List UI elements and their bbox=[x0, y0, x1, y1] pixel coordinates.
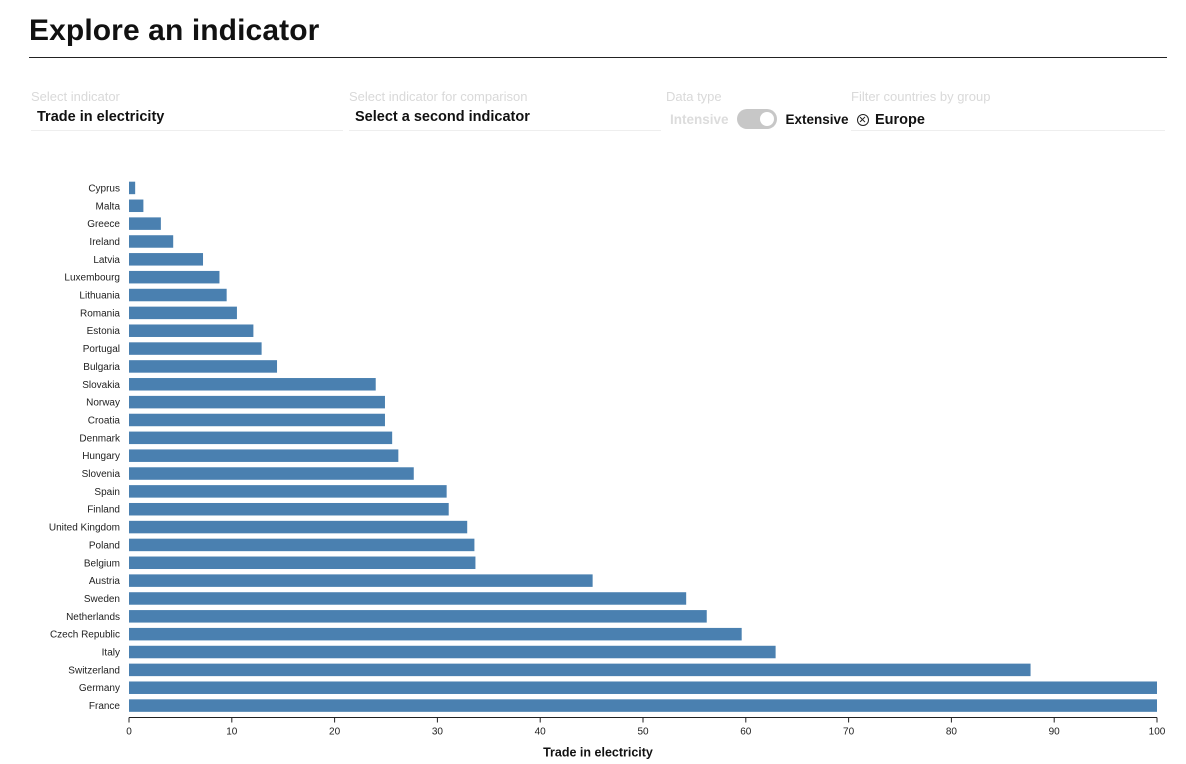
bar-21[interactable] bbox=[129, 556, 476, 570]
bar-22[interactable] bbox=[129, 574, 593, 587]
y-tick-label-18: Finland bbox=[87, 505, 120, 516]
bar-11[interactable] bbox=[129, 378, 376, 391]
y-tick-label-12: Norway bbox=[86, 398, 120, 409]
switch-knob bbox=[759, 112, 774, 126]
indicator-select-label: Select indicator bbox=[31, 89, 120, 104]
y-tick-label-24: Netherlands bbox=[66, 612, 120, 623]
y-tick-label-17: Spain bbox=[94, 487, 120, 498]
y-tick-label-27: Switzerland bbox=[68, 665, 120, 676]
x-tick-label-10: 100 bbox=[1149, 727, 1166, 738]
y-tick-label-10: Bulgaria bbox=[83, 362, 120, 373]
bar-20[interactable] bbox=[129, 538, 475, 552]
y-tick-label-23: Sweden bbox=[84, 594, 120, 605]
filter-group-value: Europe bbox=[875, 111, 925, 128]
y-tick-label-11: Slovakia bbox=[82, 380, 120, 391]
y-tick-label-14: Denmark bbox=[79, 433, 121, 444]
data-type-switch[interactable] bbox=[736, 109, 777, 129]
y-tick-label-0: Cyprus bbox=[88, 183, 120, 194]
bar-1[interactable] bbox=[129, 199, 144, 213]
x-tick-label-3: 30 bbox=[432, 727, 444, 738]
comparison-select[interactable]: Select a second indicator bbox=[349, 105, 661, 131]
y-tick-label-8: Estonia bbox=[87, 326, 121, 337]
filter-group-select[interactable]: Europe bbox=[851, 105, 1165, 131]
x-tick-label-6: 60 bbox=[740, 727, 752, 738]
bar-4[interactable] bbox=[129, 253, 204, 266]
bar-16[interactable] bbox=[129, 467, 414, 480]
bar-26[interactable] bbox=[129, 645, 776, 659]
y-tick-label-15: Hungary bbox=[82, 451, 120, 462]
y-tick-label-26: Italy bbox=[102, 648, 120, 659]
page-title: Explore an indicator bbox=[29, 14, 320, 47]
x-tick-label-9: 90 bbox=[1049, 727, 1061, 738]
bar-24[interactable] bbox=[129, 610, 707, 623]
y-tick-label-25: Czech Republic bbox=[50, 630, 120, 641]
bar-10[interactable] bbox=[129, 360, 278, 373]
bar-18[interactable] bbox=[129, 502, 449, 516]
y-tick-label-19: United Kingdom bbox=[49, 523, 120, 534]
bar-0[interactable] bbox=[129, 181, 136, 195]
x-tick-label-7: 70 bbox=[843, 727, 855, 738]
filter-group-label-text: Filter countries by group bbox=[851, 89, 991, 104]
y-tick-label-21: Belgium bbox=[84, 558, 120, 569]
remove-filter-icon[interactable] bbox=[857, 113, 869, 126]
bar-2[interactable] bbox=[129, 217, 161, 230]
x-tick-label-0: 0 bbox=[126, 727, 132, 738]
y-tick-label-9: Portugal bbox=[83, 344, 120, 355]
bar-5[interactable] bbox=[129, 270, 220, 284]
x-tick-label-5: 50 bbox=[637, 727, 649, 738]
y-tick-label-20: Poland bbox=[89, 540, 120, 551]
comparison-select-label: Select indicator for comparison bbox=[349, 89, 527, 104]
bar-19[interactable] bbox=[129, 520, 468, 534]
x-tick-label-1: 10 bbox=[226, 727, 238, 738]
extensive-option[interactable]: Extensive bbox=[785, 111, 849, 127]
indicator-select[interactable]: Trade in electricity bbox=[31, 105, 343, 131]
y-tick-label-4: Latvia bbox=[93, 255, 120, 266]
bar-7[interactable] bbox=[129, 306, 237, 320]
x-tick-label-4: 40 bbox=[535, 727, 547, 738]
bar-29[interactable] bbox=[129, 699, 1157, 712]
bar-23[interactable] bbox=[129, 592, 687, 605]
bar-12[interactable] bbox=[129, 395, 385, 409]
comparison-select-value: Select a second indicator bbox=[355, 109, 530, 125]
bar-6[interactable] bbox=[129, 288, 227, 302]
bar-25[interactable] bbox=[129, 627, 742, 641]
title-divider bbox=[29, 57, 1167, 58]
bar-13[interactable] bbox=[129, 413, 385, 427]
data-type-toggle-group: Intensive Extensive bbox=[666, 108, 849, 130]
bar-15[interactable] bbox=[129, 449, 399, 462]
y-tick-label-28: Germany bbox=[79, 683, 120, 694]
y-tick-label-13: Croatia bbox=[88, 415, 121, 426]
bar-17[interactable] bbox=[129, 485, 447, 498]
x-tick-label-2: 20 bbox=[329, 727, 341, 738]
indicator-select-value: Trade in electricity bbox=[37, 109, 165, 125]
bar-8[interactable] bbox=[129, 324, 254, 337]
y-tick-label-1: Malta bbox=[96, 201, 121, 212]
y-tick-label-5: Luxembourg bbox=[64, 273, 120, 284]
comparison-select-label-text: Select indicator for comparison bbox=[349, 89, 528, 104]
intensive-option[interactable]: Intensive bbox=[670, 111, 729, 127]
bar-27[interactable] bbox=[129, 663, 1031, 677]
x-tick-label-8: 80 bbox=[946, 727, 958, 738]
y-tick-label-7: Romania bbox=[80, 308, 120, 319]
y-tick-label-6: Lithuania bbox=[79, 291, 120, 302]
y-tick-label-2: Greece bbox=[87, 219, 120, 230]
data-type-label: Data type bbox=[666, 89, 722, 104]
data-type-label-text: Data type bbox=[666, 89, 722, 104]
bar-3[interactable] bbox=[129, 235, 174, 248]
indicator-select-label-text: Select indicator bbox=[31, 89, 120, 104]
y-tick-label-16: Slovenia bbox=[82, 469, 121, 480]
y-tick-label-22: Austria bbox=[89, 576, 121, 587]
bar-14[interactable] bbox=[129, 431, 393, 445]
x-axis-title: Trade in electricity bbox=[543, 746, 653, 760]
y-tick-label-3: Ireland bbox=[89, 237, 120, 248]
y-tick-label-29: France bbox=[89, 701, 121, 712]
filter-group-label: Filter countries by group bbox=[851, 89, 990, 104]
bar-9[interactable] bbox=[129, 342, 262, 355]
bar-28[interactable] bbox=[129, 681, 1157, 694]
